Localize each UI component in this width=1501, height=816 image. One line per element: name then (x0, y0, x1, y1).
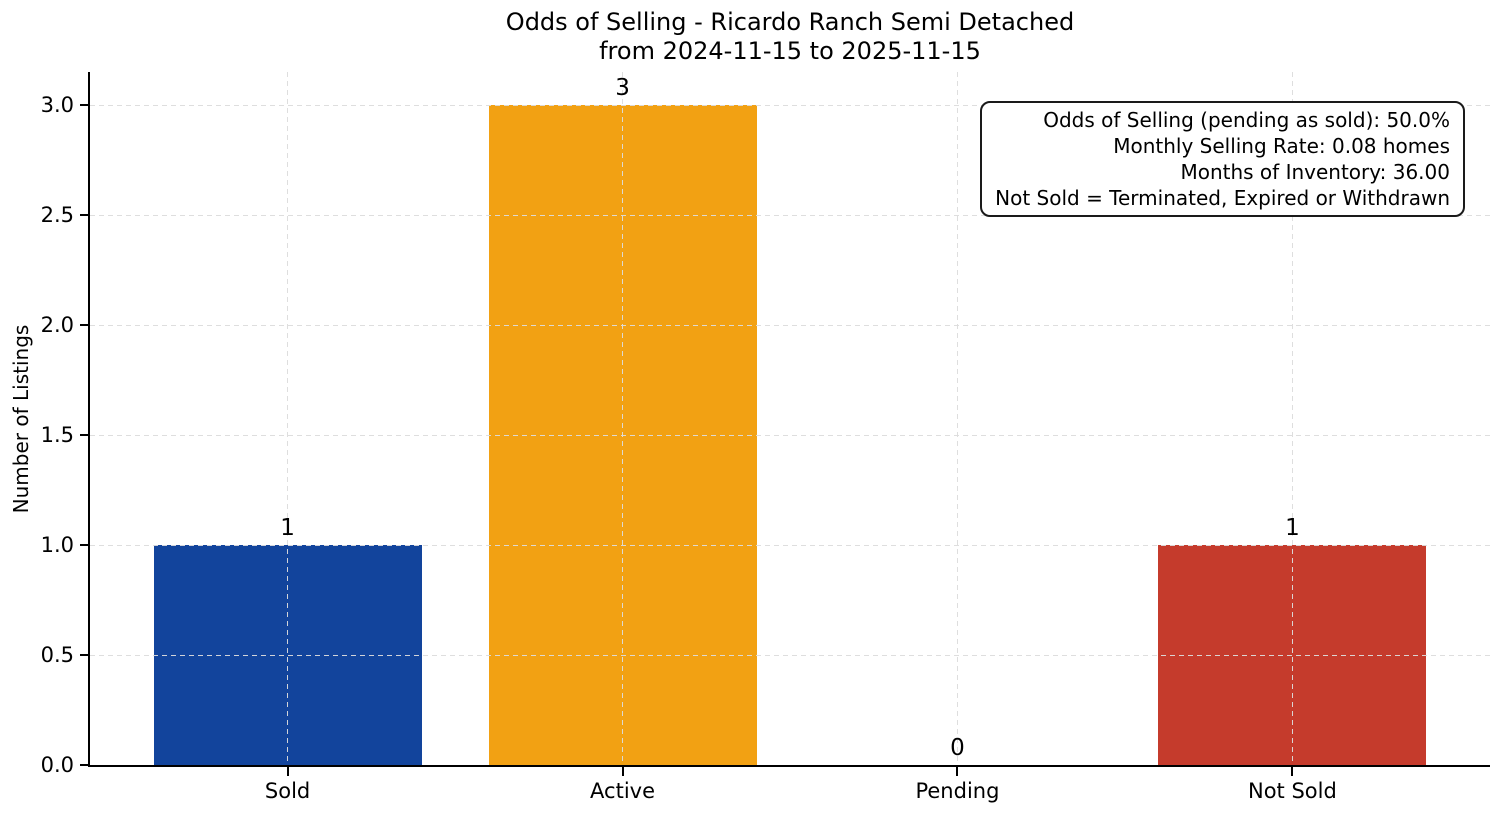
bar-value-label-not-sold: 1 (1285, 515, 1300, 541)
x-tick-mark (1291, 767, 1294, 776)
y-tick-label: 1.0 (40, 533, 74, 557)
y-tick-mark (80, 104, 90, 106)
x-axis-spine (88, 765, 1490, 767)
y-tick-label: 2.0 (40, 313, 74, 337)
annotation-line-odds: Odds of Selling (pending as sold): 50.0% (1043, 108, 1450, 132)
x-tick-label-active: Active (590, 779, 656, 803)
chart-title-block: Odds of Selling - Ricardo Ranch Semi Det… (90, 8, 1490, 66)
y-gridline (90, 214, 1490, 216)
y-gridline (90, 654, 1490, 656)
y-tick-label: 0.5 (40, 643, 74, 667)
y-axis-label: Number of Listings (9, 324, 33, 514)
x-tick-mark (956, 767, 959, 776)
bar-value-label-sold: 1 (280, 515, 295, 541)
y-tick-mark (80, 434, 90, 436)
y-tick-mark (80, 324, 90, 326)
y-tick-mark (80, 764, 90, 766)
x-gridline (287, 72, 289, 765)
y-tick-label: 2.5 (40, 203, 74, 227)
y-gridline (90, 324, 1490, 326)
x-tick-label-pending: Pending (915, 779, 1000, 803)
y-tick-mark (80, 544, 90, 546)
bar-value-label-active: 3 (615, 75, 630, 101)
y-tick-label: 0.0 (40, 753, 74, 777)
plot-area: 0.0 0.5 1.0 1.5 2.0 2.5 3.0 1 Sold 3 Active 0 Pendin… (41, 72, 1490, 803)
annotation-line-rate: Monthly Selling Rate: 0.08 homes (1113, 134, 1450, 158)
chart-title: Odds of Selling - Ricardo Ranch Semi Det… (505, 8, 1075, 36)
x-tick-label-sold: Sold (264, 779, 311, 803)
y-gridline (90, 434, 1490, 436)
chart-subtitle: from 2024-11-15 to 2025-11-15 (599, 37, 981, 65)
annotation-line-notsold: Not Sold = Terminated, Expired or Withdr… (995, 186, 1450, 210)
x-gridline (622, 72, 624, 765)
x-tick-mark (621, 767, 624, 776)
y-tick-label: 3.0 (40, 93, 74, 117)
x-tick-mark (286, 767, 289, 776)
x-tick-label-not-sold: Not Sold (1247, 779, 1337, 803)
bar-value-label-pending: 0 (950, 735, 965, 761)
y-gridline (90, 544, 1490, 546)
y-gridline (90, 104, 1490, 106)
y-axis-spine (88, 72, 90, 767)
y-tick-mark (80, 654, 90, 656)
x-gridline (1291, 72, 1293, 765)
y-tick-label: 1.5 (40, 423, 74, 447)
y-tick-mark (80, 214, 90, 216)
annotation-line-inventory: Months of Inventory: 36.00 (1180, 160, 1450, 184)
x-gridline (956, 72, 958, 765)
annotation-box: Odds of Selling (pending as sold): 50.0%… (980, 101, 1465, 217)
